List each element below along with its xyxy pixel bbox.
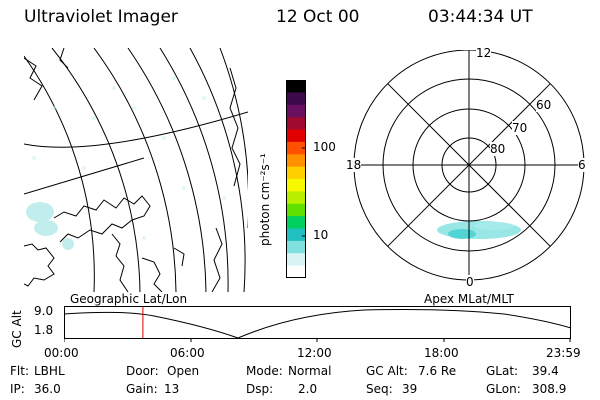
- dsp-value: 2.0: [298, 382, 318, 396]
- filter-value: LBHL: [34, 364, 65, 378]
- altitude-axis-label: GC Alt: [10, 310, 24, 348]
- colorbar-segment: [286, 129, 306, 143]
- colorbar-segment: [286, 240, 306, 254]
- geographic-image: [24, 48, 248, 292]
- time-tick-2: 12:00: [297, 346, 332, 360]
- colorbar-segment: [286, 265, 306, 278]
- mlt-label-12: 12: [476, 46, 492, 60]
- glon-label: GLon:: [486, 382, 521, 396]
- altitude-tick-min: 1.8: [34, 323, 54, 337]
- gain-value: 13: [164, 382, 180, 396]
- polar-mlt-plot: [353, 50, 585, 281]
- colorbar-segment: [286, 179, 306, 192]
- apex-caption: Apex MLat/MLT: [424, 292, 514, 306]
- colorbar-segment: [286, 80, 306, 93]
- time-tick-4: 23:59: [546, 346, 581, 360]
- colorbar-segment: [286, 154, 306, 168]
- intensity-colorbar: [286, 80, 306, 278]
- glat-label: GLat:: [486, 364, 519, 378]
- dsp-label: Dsp:: [246, 382, 274, 396]
- time-tick-1: 06:00: [170, 346, 205, 360]
- mlt-label-0: 0: [466, 275, 474, 289]
- lat-label-80: 80: [490, 142, 506, 156]
- glat-value: 39.4: [532, 364, 559, 378]
- gc-alt-value: 7.6 Re: [418, 364, 457, 378]
- colorbar-segment: [286, 191, 306, 205]
- colorbar-segment: [286, 166, 306, 180]
- colorbar-segment: [286, 141, 306, 155]
- mlt-label-18: 18: [346, 158, 362, 172]
- geographic-caption: Geographic Lat/Lon: [70, 292, 188, 306]
- time-tick-3: 18:00: [424, 346, 459, 360]
- colorbar-segment: [286, 117, 306, 131]
- lat-label-70: 70: [512, 121, 528, 135]
- lat-label-60: 60: [536, 98, 552, 112]
- seq-value: 39: [402, 382, 418, 396]
- ip-value: 36.0: [34, 382, 61, 396]
- mlt-label-6: 6: [578, 158, 586, 172]
- altitude-plot: [64, 306, 572, 342]
- door-value: Open: [167, 364, 200, 378]
- seq-label: Seq:: [366, 382, 393, 396]
- colorbar-segment: [286, 104, 306, 118]
- instrument-title: Ultraviolet Imager: [24, 7, 178, 27]
- glon-value: 308.9: [532, 382, 567, 396]
- colorbar-unit-label: photon cm⁻²s⁻¹: [258, 153, 272, 246]
- colorbar-segment: [286, 216, 306, 230]
- mode-value: Normal: [288, 364, 332, 378]
- observation-date: 12 Oct 00: [276, 7, 360, 27]
- door-label: Door:: [126, 364, 159, 378]
- colorbar-segment: [286, 228, 306, 242]
- colorbar-tick-10: 10: [313, 228, 329, 242]
- ip-label: IP:: [10, 382, 25, 396]
- gc-alt-label: GC Alt:: [366, 364, 408, 378]
- colorbar-segment: [286, 253, 306, 267]
- filter-label: Flt:: [10, 364, 29, 378]
- gain-label: Gain:: [126, 382, 158, 396]
- colorbar-tick-100: 100: [313, 140, 336, 154]
- mode-label: Mode:: [246, 364, 283, 378]
- altitude-tick-max: 9.0: [34, 304, 54, 318]
- time-tick-0: 00:00: [44, 346, 79, 360]
- colorbar-segment: [286, 203, 306, 217]
- observation-time: 03:44:34 UT: [428, 7, 533, 27]
- colorbar-segment: [286, 92, 306, 106]
